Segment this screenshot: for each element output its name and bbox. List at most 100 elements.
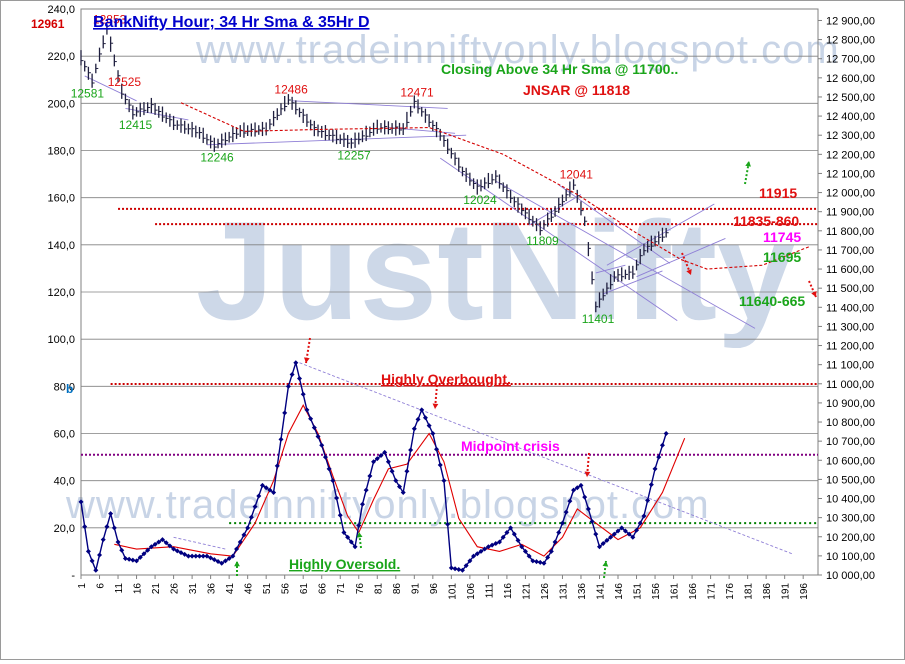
oscillator-point [359, 501, 365, 507]
oscillator-point [400, 489, 406, 495]
right-tick-label: 10 500,00 [826, 474, 875, 486]
midpoint-label: Midpoint crisis [461, 438, 560, 454]
right-tick-label: 12 800,00 [826, 35, 875, 47]
oscillator-point [263, 485, 269, 491]
oscillator-point [482, 546, 488, 552]
oscillator-point [311, 425, 317, 431]
x-tick-label: 106 [466, 583, 477, 600]
oscillator-point [500, 534, 506, 540]
price-label: 12853 [93, 12, 127, 26]
oscillator-point [596, 544, 602, 550]
oscillator-point [204, 553, 210, 559]
price-label: 12041 [560, 168, 594, 182]
oscillator-point [593, 531, 599, 537]
price-label: 12257 [337, 148, 371, 162]
oscillator-point [208, 555, 214, 561]
oscillator-point [419, 407, 425, 413]
signal-arrow-head [584, 471, 591, 477]
x-tick-label: 21 [151, 583, 162, 595]
oscillator-point [408, 447, 414, 453]
oscillator-point [367, 473, 373, 479]
signal-line [114, 404, 686, 557]
annotation-jnsar: JNSAR @ 11818 [523, 82, 630, 98]
oscillator-point [237, 539, 243, 545]
oscillator-point [330, 478, 336, 484]
oscillator-point [656, 454, 662, 460]
price-label: 12024 [463, 193, 497, 207]
oscillator-point [600, 541, 606, 547]
level-11695-label: 11695 [763, 249, 801, 265]
right-tick-label: 11 200,00 [826, 341, 874, 353]
right-tick-label: 11 400,00 [826, 302, 874, 314]
left-tick-label: 220,0 [47, 51, 75, 63]
oscillator-point [474, 551, 480, 557]
oscillator-point [648, 482, 654, 488]
x-tick-label: 16 [133, 583, 144, 595]
oscillator-point [611, 531, 617, 537]
oscillator-point [663, 431, 669, 436]
x-tick-label: 161 [670, 583, 681, 600]
oscillator-point [134, 558, 140, 564]
oscillator-point [489, 542, 495, 548]
x-tick-label: 66 [318, 583, 329, 595]
oscillator-point [426, 423, 432, 429]
watermark-url-bottom: www.tradeinniftyonly.blogspot.com [65, 483, 710, 527]
oscillator-point [252, 504, 258, 510]
level-11835-label: 11835-860 [733, 213, 799, 229]
oscillator-point [563, 509, 569, 515]
oscillator-point [308, 416, 314, 422]
oscillator-point [374, 456, 380, 462]
left-axis-top-label: 12961 [31, 17, 65, 31]
oscillator-point [141, 551, 147, 557]
right-tick-label: 12 100,00 [826, 168, 875, 180]
x-tick-label: 176 [725, 583, 736, 600]
x-tick-label: 96 [429, 583, 440, 595]
oscillator-point [652, 466, 658, 472]
oscillator-point [530, 558, 536, 564]
signal-arrow-head [602, 561, 609, 567]
oscillator-point [437, 462, 443, 468]
oscillator-point [167, 543, 173, 549]
x-tick-label: 136 [577, 583, 588, 600]
oscillator-point [234, 546, 240, 552]
level-11915-label: 11915 [759, 185, 797, 201]
oscillator-point [585, 506, 591, 512]
oscillator-point [315, 433, 321, 439]
oscillator-point [104, 524, 110, 530]
right-tick-label: 10 100,00 [826, 551, 875, 563]
trend-line [84, 75, 137, 102]
oscillator-point [556, 530, 562, 536]
right-tick-label: 12 700,00 [826, 54, 875, 66]
oscillator-point [171, 546, 177, 552]
oscillator-point [641, 513, 647, 519]
annotation-closing-above: Closing Above 34 Hr Sma @ 11700.. [441, 61, 678, 77]
oscillator-point [445, 521, 451, 527]
oscillator-point [471, 553, 477, 559]
oscillator-point [552, 539, 558, 545]
level-11640-label: 11640-665 [739, 293, 805, 309]
oscillator-point [467, 558, 473, 564]
oscillator-point [334, 495, 340, 501]
oscillator-point [619, 525, 625, 531]
left-tick-label: 120,0 [47, 287, 75, 299]
x-tick-label: 46 [244, 583, 255, 595]
right-tick-label: 12 400,00 [826, 111, 875, 123]
x-tick-label: 151 [633, 583, 644, 600]
oscillator-point [130, 557, 136, 563]
right-tick-label: 10 400,00 [826, 494, 875, 506]
x-tick-label: 71 [336, 583, 347, 595]
right-tick-label: 12 600,00 [826, 73, 875, 85]
oscillator-point [404, 468, 410, 474]
oscillator-point [319, 442, 325, 448]
oscillator-point [504, 530, 510, 536]
x-tick-label: 101 [447, 583, 458, 600]
oscillator-point [522, 548, 528, 554]
oscillator-line [80, 360, 667, 573]
oscillator-point [526, 553, 532, 559]
oscillator-point [559, 520, 565, 526]
right-tick-label: 12 300,00 [826, 130, 875, 142]
oscillator-point [452, 566, 458, 572]
oscillator-point [297, 375, 303, 381]
